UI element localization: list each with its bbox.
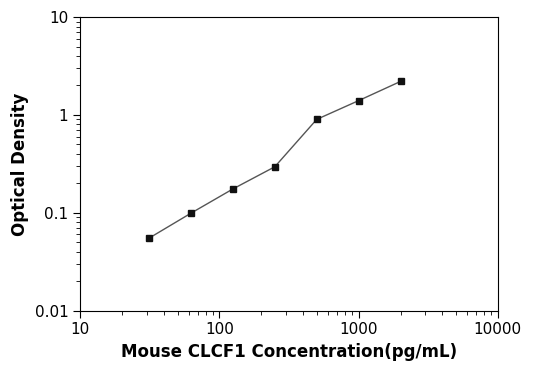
Y-axis label: Optical Density: Optical Density — [11, 92, 29, 235]
X-axis label: Mouse CLCF1 Concentration(pg/mL): Mouse CLCF1 Concentration(pg/mL) — [121, 343, 457, 361]
